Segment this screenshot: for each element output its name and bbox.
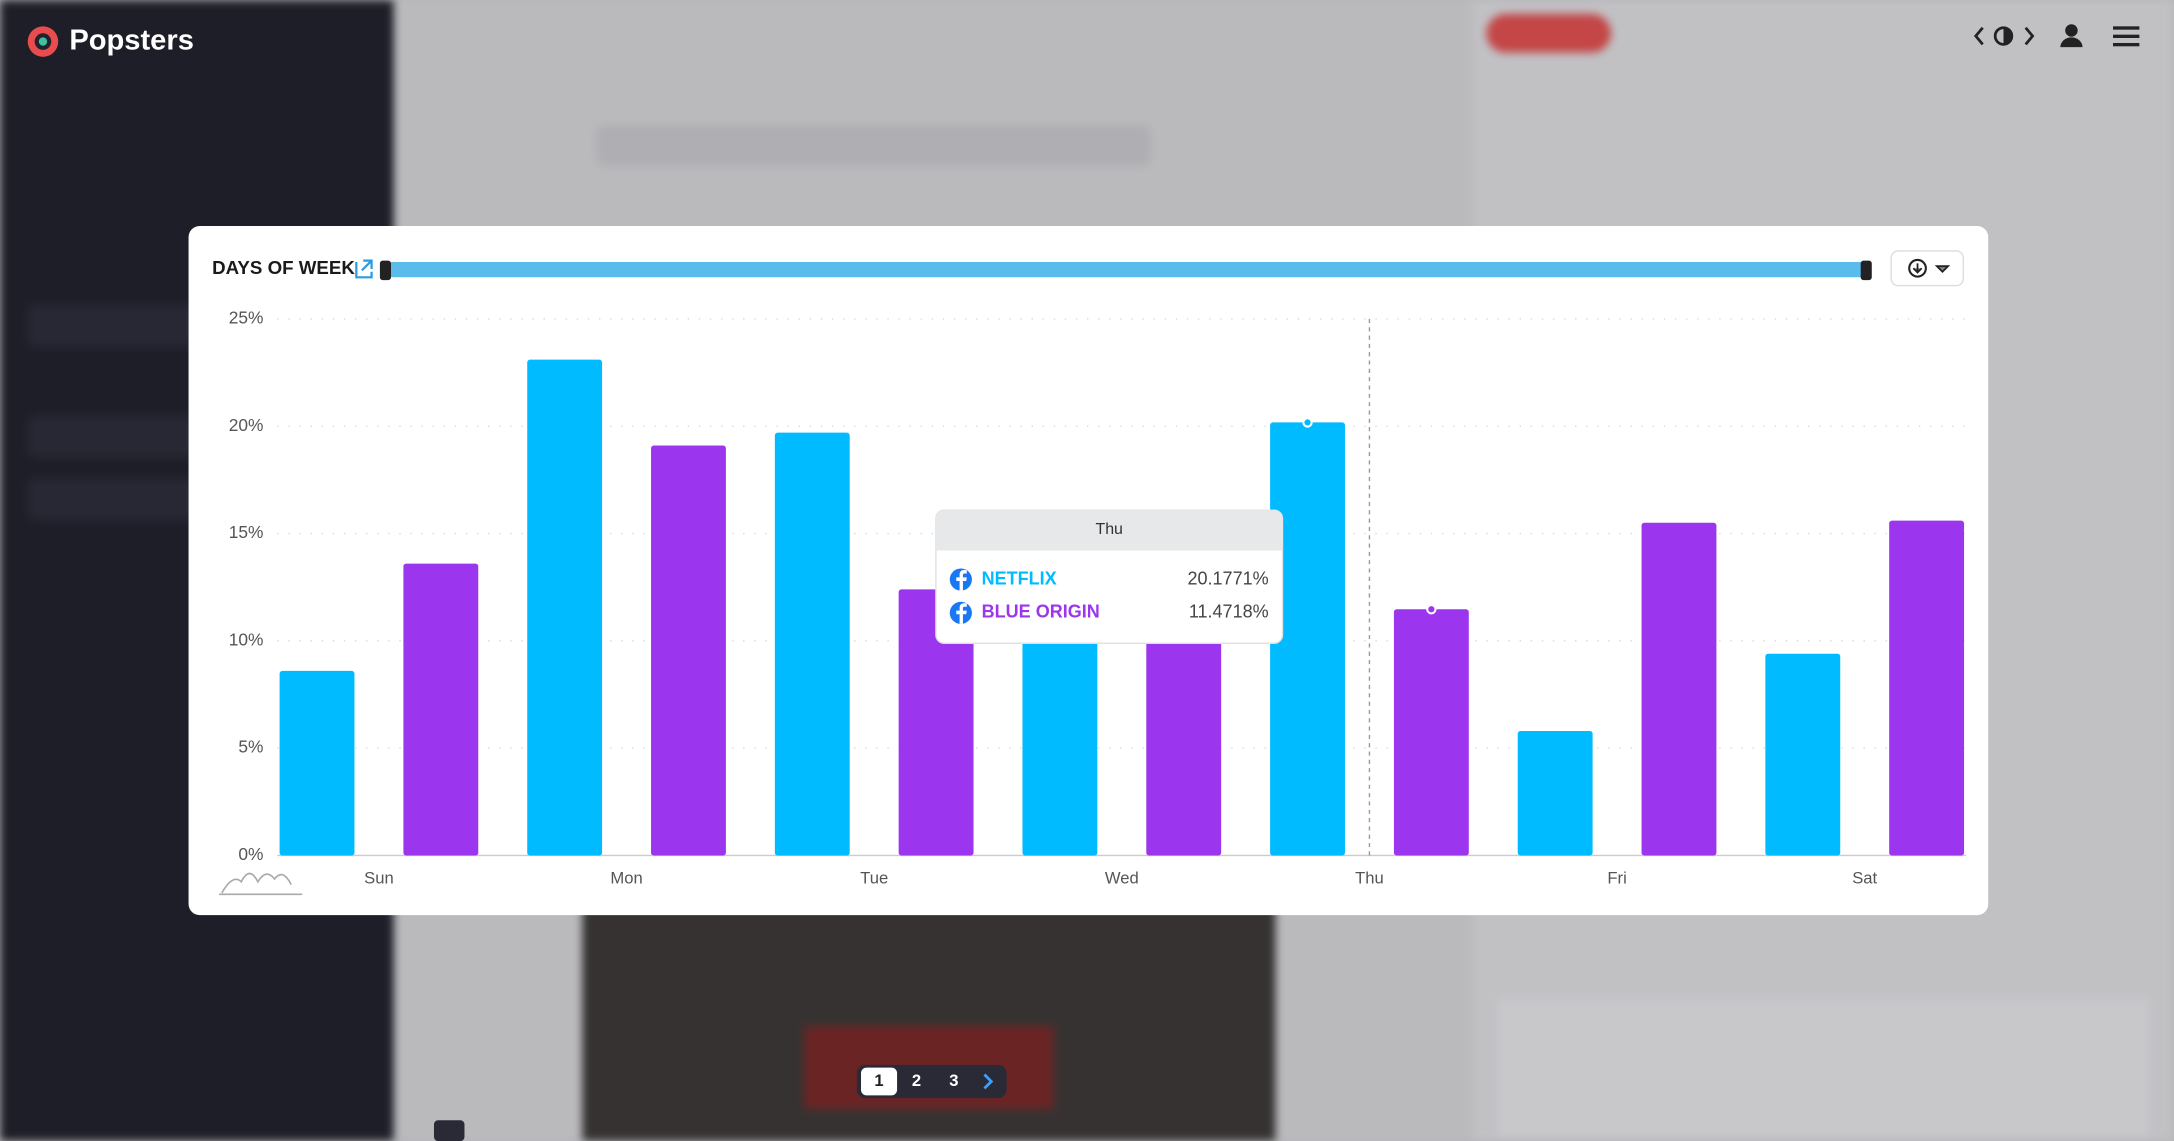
bar [651, 445, 726, 856]
bar [1641, 522, 1717, 856]
bar [403, 563, 479, 856]
page-number[interactable]: 3 [949, 1071, 958, 1090]
bar [1270, 422, 1345, 856]
tooltip-series-name: NETFLIX [982, 568, 1057, 588]
bar [1889, 520, 1965, 856]
download-button[interactable] [1890, 250, 1964, 287]
range-slider[interactable] [385, 262, 1868, 278]
y-tick-label: 10% [229, 629, 264, 649]
y-tick-label: 20% [229, 415, 264, 435]
y-tick-label: 0% [238, 844, 263, 864]
x-tick-label: Fri [1607, 868, 1626, 887]
range-handle[interactable] [379, 260, 391, 281]
facebook-f [956, 569, 967, 591]
bar [1765, 653, 1841, 856]
x-tick-label: Tue [860, 868, 888, 887]
page-number[interactable]: 2 [912, 1071, 921, 1090]
bar [1146, 589, 1222, 856]
y-tick-label: 15% [229, 522, 264, 542]
page-number[interactable]: 1 [874, 1071, 883, 1090]
bar [527, 359, 603, 856]
bar [1517, 730, 1593, 856]
bar [898, 589, 974, 856]
x-tick-label: Mon [610, 868, 642, 887]
bar [774, 432, 850, 856]
pagination: 1 2 3 [856, 1064, 1007, 1099]
tooltip-title: Thu [1095, 521, 1122, 538]
facebook-f [956, 603, 967, 624]
top-icons [1973, 24, 2140, 48]
download-arrow [1912, 263, 1951, 274]
hover-dot [1426, 604, 1437, 615]
download-icon [1908, 258, 1927, 278]
tooltip-header [935, 510, 1283, 551]
x-tick-label: Sat [1852, 868, 1877, 887]
y-tick-label: 25% [229, 307, 264, 327]
x-tick-label: Thu [1355, 868, 1384, 887]
y-tick-label: 5% [238, 737, 263, 757]
x-tick-label: Sun [364, 868, 394, 887]
chart-title: DAYS OF WEEK [212, 257, 355, 278]
open-link-icon[interactable] [355, 259, 373, 279]
brand: Popsters [69, 24, 194, 56]
hover-dot [1302, 417, 1313, 428]
logo [27, 26, 59, 57]
minimap-icon [219, 872, 303, 896]
bar [1393, 609, 1469, 856]
next-page[interactable] [983, 1073, 994, 1090]
range-handle[interactable] [1860, 260, 1872, 281]
x-tick-label: Wed [1105, 868, 1139, 887]
scroll-up[interactable] [433, 1120, 465, 1141]
tooltip-value: 11.4718% [1189, 602, 1269, 622]
tooltip-series-name: BLUE ORIGIN [982, 602, 1100, 622]
tooltip-value: 20.1771% [1187, 568, 1268, 588]
bar [279, 670, 355, 856]
